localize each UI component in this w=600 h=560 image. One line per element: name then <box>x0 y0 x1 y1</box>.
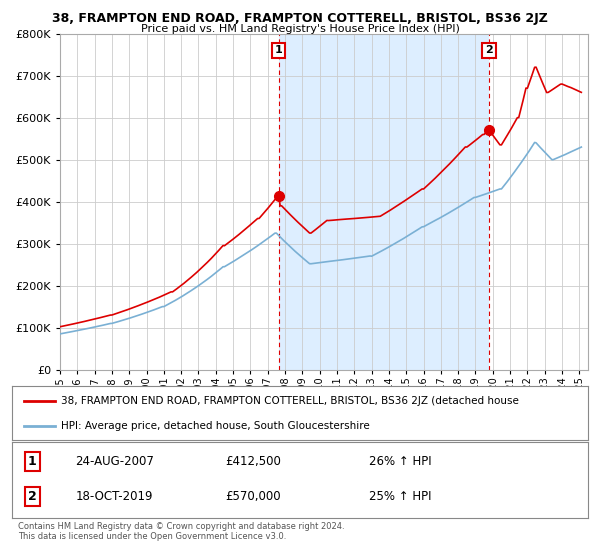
Bar <box>279 34 489 370</box>
Text: 2: 2 <box>485 45 493 55</box>
Text: 38, FRAMPTON END ROAD, FRAMPTON COTTERELL, BRISTOL, BS36 2JZ: 38, FRAMPTON END ROAD, FRAMPTON COTTEREL… <box>52 12 548 25</box>
Text: 2: 2 <box>28 491 37 503</box>
Text: HPI: Average price, detached house, South Gloucestershire: HPI: Average price, detached house, Sout… <box>61 421 370 431</box>
Text: Contains HM Land Registry data © Crown copyright and database right 2024.
This d: Contains HM Land Registry data © Crown c… <box>18 522 344 542</box>
Text: 24-AUG-2007: 24-AUG-2007 <box>76 455 154 468</box>
Text: 1: 1 <box>28 455 37 468</box>
Text: 26% ↑ HPI: 26% ↑ HPI <box>369 455 432 468</box>
Text: Price paid vs. HM Land Registry's House Price Index (HPI): Price paid vs. HM Land Registry's House … <box>140 24 460 34</box>
Text: 1: 1 <box>275 45 283 55</box>
Text: 18-OCT-2019: 18-OCT-2019 <box>76 491 153 503</box>
Text: 25% ↑ HPI: 25% ↑ HPI <box>369 491 431 503</box>
Text: 38, FRAMPTON END ROAD, FRAMPTON COTTERELL, BRISTOL, BS36 2JZ (detached house: 38, FRAMPTON END ROAD, FRAMPTON COTTEREL… <box>61 396 519 407</box>
Text: £570,000: £570,000 <box>225 491 281 503</box>
Text: £412,500: £412,500 <box>225 455 281 468</box>
